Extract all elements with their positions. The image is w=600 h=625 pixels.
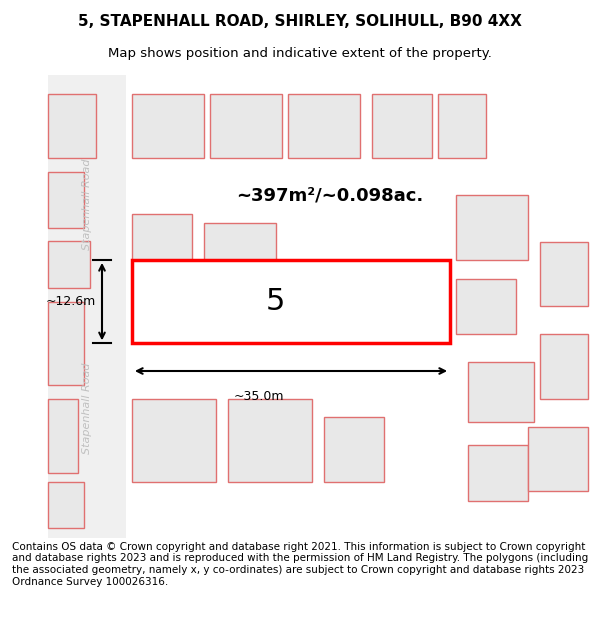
Bar bbox=[324, 418, 384, 482]
Bar bbox=[48, 399, 78, 472]
Bar bbox=[456, 279, 516, 334]
Bar bbox=[48, 75, 126, 538]
Text: Map shows position and indicative extent of the property.: Map shows position and indicative extent… bbox=[108, 48, 492, 61]
Bar bbox=[468, 445, 528, 501]
Bar bbox=[438, 94, 486, 158]
Bar bbox=[48, 241, 90, 288]
Text: Stapenhall Road: Stapenhall Road bbox=[82, 362, 92, 454]
Text: Contains OS data © Crown copyright and database right 2021. This information is : Contains OS data © Crown copyright and d… bbox=[12, 542, 588, 587]
Text: 5: 5 bbox=[265, 287, 285, 316]
Bar bbox=[132, 260, 450, 343]
Bar bbox=[132, 214, 192, 297]
Text: ~12.6m: ~12.6m bbox=[46, 295, 96, 308]
Bar bbox=[48, 482, 84, 528]
Bar bbox=[204, 223, 276, 297]
Bar bbox=[210, 94, 282, 158]
Bar bbox=[48, 94, 96, 158]
Bar bbox=[456, 195, 528, 260]
Bar bbox=[372, 94, 432, 158]
Bar bbox=[48, 302, 84, 385]
Text: 5, STAPENHALL ROAD, SHIRLEY, SOLIHULL, B90 4XX: 5, STAPENHALL ROAD, SHIRLEY, SOLIHULL, B… bbox=[78, 14, 522, 29]
Bar bbox=[132, 399, 216, 482]
Text: ~35.0m: ~35.0m bbox=[234, 389, 284, 402]
Text: Stapenhall Road: Stapenhall Road bbox=[82, 159, 92, 250]
Bar bbox=[468, 362, 534, 422]
Bar bbox=[48, 172, 84, 227]
Bar bbox=[288, 94, 360, 158]
Bar bbox=[228, 399, 312, 482]
Bar bbox=[540, 334, 588, 399]
Bar bbox=[540, 241, 588, 306]
Bar bbox=[528, 426, 588, 491]
Bar bbox=[132, 94, 204, 158]
Text: ~397m²/~0.098ac.: ~397m²/~0.098ac. bbox=[236, 186, 424, 204]
